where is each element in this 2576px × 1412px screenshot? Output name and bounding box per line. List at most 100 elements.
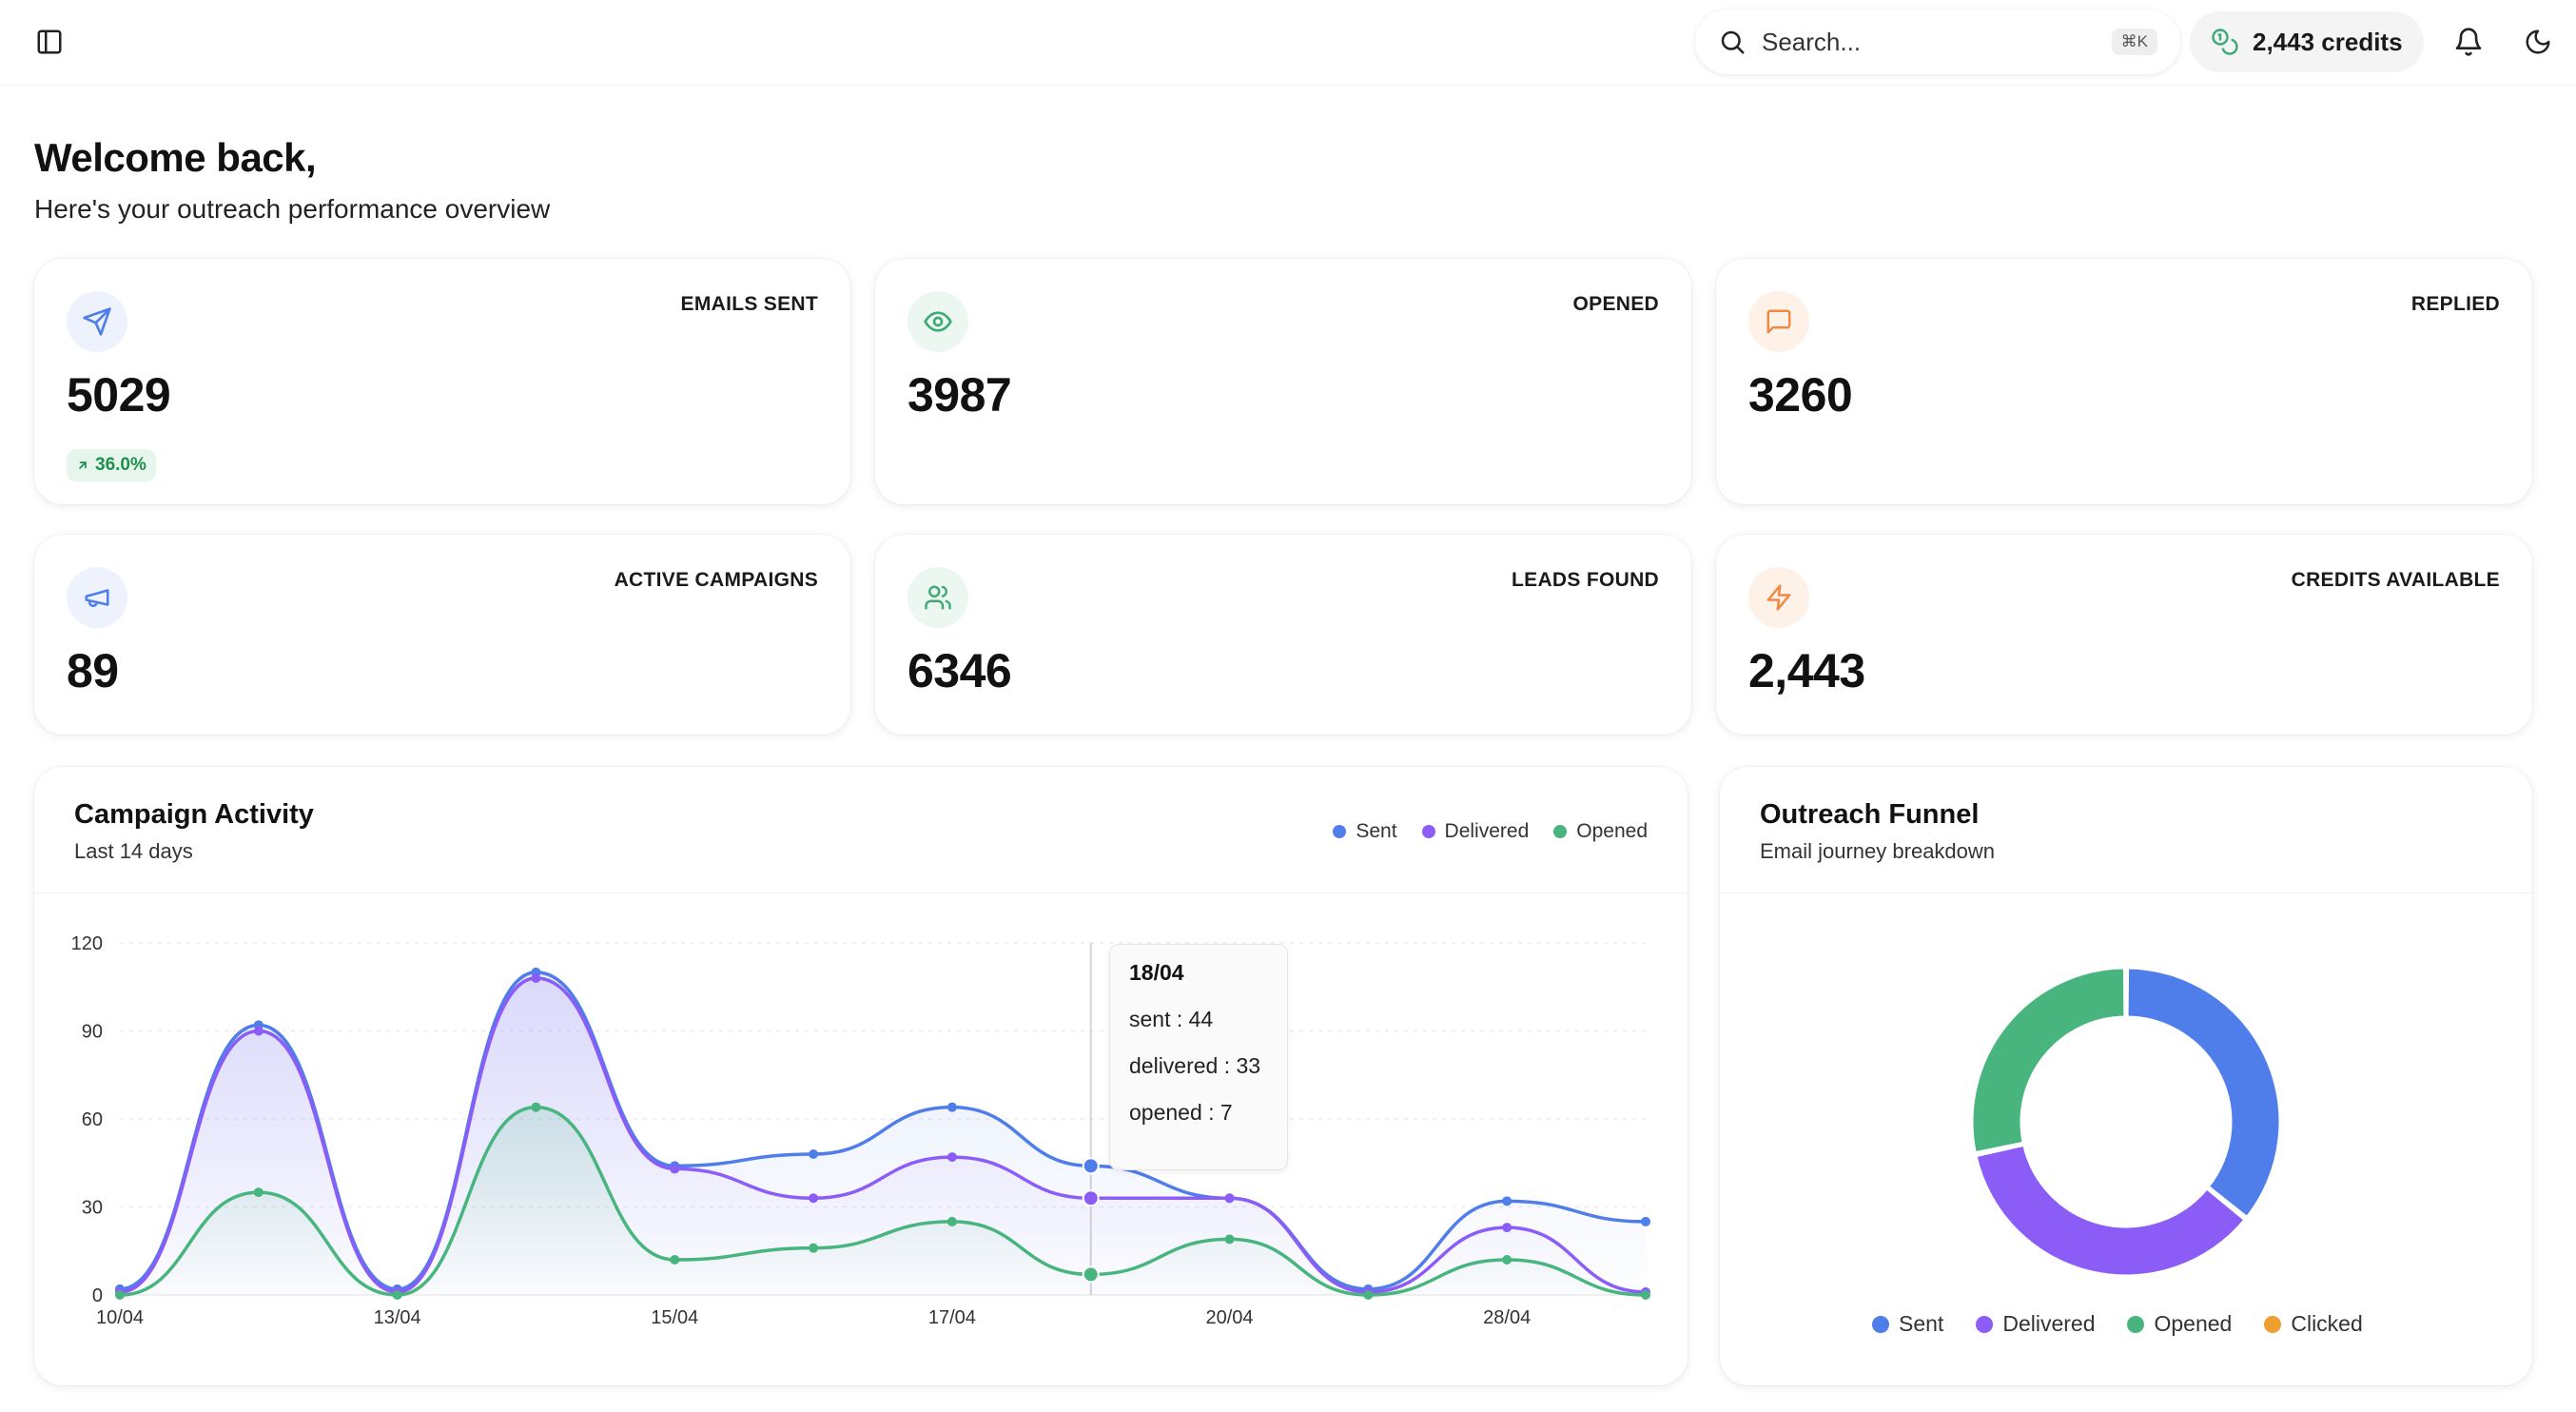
data-point-opened [1502, 1255, 1512, 1265]
outreach-funnel-subtitle: Email journey breakdown [1760, 839, 1996, 863]
donut-slice-sent [2125, 966, 2282, 1220]
stat-card-emails-sent: EMAILS SENT 5029 36.0% [34, 259, 850, 504]
stat-value: 5029 [67, 368, 171, 422]
chart-legend: Sent Delivered Opened [1333, 820, 1648, 843]
stat-value: 3260 [1748, 368, 1853, 422]
legend-item-sent[interactable]: Sent [1872, 1311, 1943, 1337]
x-tick-label: 13/04 [374, 1307, 421, 1328]
campaign-activity-subtitle: Last 14 days [74, 839, 193, 863]
data-point-opened [1082, 1265, 1100, 1284]
stat-label: EMAILS SENT [680, 293, 818, 315]
stat-icon-badge [67, 291, 127, 352]
legend-item-opened[interactable]: Opened [2127, 1311, 2232, 1337]
data-point-delivered [809, 1193, 819, 1204]
tooltip-row-opened: opened : 7 [1129, 1100, 1233, 1125]
data-point-opened [670, 1255, 680, 1265]
data-point-delivered [253, 1026, 263, 1036]
credits-button[interactable]: 2,443 credits [2190, 11, 2424, 72]
message-square-icon [1766, 309, 1791, 334]
legend-label: Opened [2154, 1311, 2233, 1336]
megaphone-icon [85, 589, 109, 607]
arrow-up-right-icon [79, 461, 87, 469]
campaign-activity-card: Campaign Activity Last 14 days Sent Deli… [34, 767, 1688, 1385]
data-point-delivered [1224, 1193, 1235, 1204]
data-point-opened [1363, 1290, 1374, 1300]
legend-item-delivered[interactable]: Delivered [1421, 820, 1530, 843]
data-point-sent [1641, 1216, 1650, 1226]
search-icon [1721, 30, 1745, 54]
stat-icon-badge [1748, 567, 1809, 628]
x-tick-label: 15/04 [651, 1307, 698, 1328]
stat-value: 6346 [907, 644, 1012, 697]
legend-item-clicked[interactable]: Clicked [2264, 1311, 2363, 1337]
stat-icon-badge [907, 291, 968, 352]
legend-item-sent[interactable]: Sent [1333, 820, 1397, 843]
stat-label: ACTIVE CAMPAIGNS [614, 569, 818, 591]
notifications-button[interactable] [2448, 21, 2489, 63]
panel-divider [34, 892, 1688, 893]
stat-label: OPENED [1572, 293, 1659, 315]
users-icon [925, 585, 951, 610]
top-bar: Search... ⌘K 2,443 credits [0, 0, 2576, 86]
stat-card-opened: OPENED 3987 [875, 259, 1691, 504]
page-subtitle: Here's your outreach performance overvie… [34, 194, 551, 224]
legend-label: Sent [1899, 1311, 1944, 1336]
panel-left-icon [37, 29, 62, 54]
data-point-opened [531, 1102, 541, 1112]
search-shortcut-badge: ⌘K [2111, 29, 2157, 55]
stat-label: LEADS FOUND [1512, 569, 1659, 591]
stat-card-leads-found: LEADS FOUND 6346 [875, 535, 1691, 735]
trend-value: 36.0% [95, 455, 146, 475]
credits-label: 2,443 credits [2253, 27, 2403, 56]
data-point-delivered [1082, 1189, 1100, 1207]
page-title: Welcome back, [34, 135, 317, 180]
coins-icon [2212, 29, 2238, 55]
legend-label: Delivered [1444, 820, 1530, 842]
data-point-delivered [1502, 1223, 1512, 1233]
theme-toggle-button[interactable] [2517, 21, 2559, 63]
tooltip-date: 18/04 [1129, 960, 1184, 985]
data-point-opened [115, 1290, 125, 1300]
legend-label: Sent [1356, 820, 1397, 842]
moon-icon [2526, 29, 2550, 54]
x-tick-label: 28/04 [1483, 1307, 1531, 1328]
y-tick-label: 90 [82, 1022, 103, 1043]
legend-item-opened[interactable]: Opened [1553, 820, 1648, 843]
data-point-sent [809, 1149, 819, 1159]
sidebar-toggle-button[interactable] [30, 23, 68, 61]
panel-divider [1720, 892, 2532, 893]
tooltip-row-delivered: delivered : 33 [1129, 1053, 1261, 1078]
y-tick-label: 120 [71, 933, 103, 954]
x-tick-label: 10/04 [96, 1307, 144, 1328]
data-point-delivered [670, 1164, 680, 1174]
search-placeholder: Search... [1762, 27, 1862, 56]
stat-card-replied: REPLIED 3260 [1716, 259, 2532, 504]
stat-card-active-campaigns: ACTIVE CAMPAIGNS 89 [34, 535, 850, 735]
data-point-opened [809, 1243, 819, 1253]
send-icon [83, 307, 111, 336]
campaign-activity-chart[interactable]: 0 30 60 90 120 10/04 13/04 15/04 17/04 20/04 28/04 [34, 767, 1688, 1385]
chart-tooltip: 18/04 sent : 44 delivered : 33 opened : … [1109, 944, 1288, 1170]
data-point-delivered [946, 1152, 957, 1163]
y-tick-label: 30 [82, 1198, 103, 1219]
donut-slice-delivered [1974, 1143, 2248, 1278]
search-box[interactable]: Search... ⌘K [1695, 10, 2180, 74]
campaign-activity-title: Campaign Activity [74, 799, 314, 830]
stat-label: REPLIED [2410, 293, 2500, 315]
stat-icon-badge [1748, 291, 1809, 352]
series-area-opened [120, 1107, 1646, 1295]
trend-badge: 36.0% [67, 449, 156, 481]
outreach-funnel-card: Outreach Funnel Email journey breakdown … [1720, 767, 2532, 1385]
data-point-opened [946, 1216, 957, 1226]
donut-slice-opened [1970, 966, 2127, 1155]
stat-label: CREDITS AVAILABLE [2291, 569, 2500, 591]
zap-icon [1766, 584, 1791, 611]
legend-item-delivered[interactable]: Delivered [1976, 1311, 2095, 1337]
legend-label: Delivered [2002, 1311, 2096, 1336]
stat-icon-badge [67, 567, 127, 628]
outreach-funnel-donut[interactable] [1720, 767, 2532, 1385]
stat-value: 2,443 [1748, 644, 1865, 697]
data-point-opened [392, 1290, 402, 1300]
outreach-funnel-title: Outreach Funnel [1760, 799, 1980, 830]
data-point-sent [946, 1102, 957, 1112]
